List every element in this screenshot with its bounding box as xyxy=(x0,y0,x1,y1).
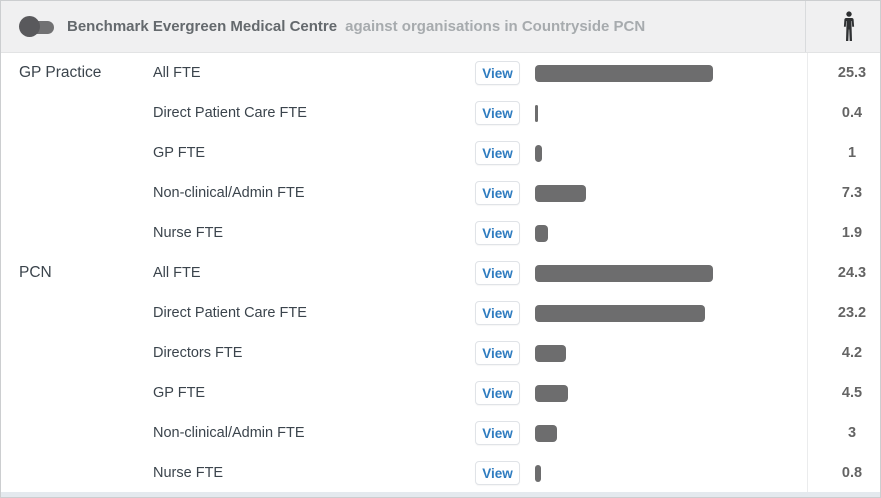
view-button[interactable]: View xyxy=(475,381,520,405)
metric-label: All FTE xyxy=(153,265,201,281)
metric-bar xyxy=(535,344,566,362)
metric-value: 25.3 xyxy=(807,53,880,93)
metric-value: 1 xyxy=(807,133,880,173)
metric-value: 23.2 xyxy=(807,293,880,333)
value-column-header xyxy=(805,1,880,52)
metric-bar xyxy=(535,384,568,402)
metric-value: 24.3 xyxy=(807,253,880,293)
horizontal-scrollbar[interactable] xyxy=(1,492,880,497)
view-button[interactable]: View xyxy=(475,301,520,325)
table-row: Nurse FTE View 1.9 xyxy=(1,213,880,253)
view-button[interactable]: View xyxy=(475,421,520,445)
metric-label: Directors FTE xyxy=(153,345,243,361)
view-button[interactable]: View xyxy=(475,461,520,485)
bar-cell xyxy=(535,304,807,322)
metric-label: GP FTE xyxy=(153,385,206,401)
metric-label: Nurse FTE xyxy=(153,225,224,241)
view-button[interactable]: View xyxy=(475,261,520,285)
group-label: PCN xyxy=(19,264,52,281)
panel-header: Benchmark Evergreen Medical Centre again… xyxy=(1,1,880,53)
table-row: Non-clinical/Admin FTE View 7.3 xyxy=(1,173,880,213)
metric-bar xyxy=(535,64,713,82)
view-button[interactable]: View xyxy=(475,141,520,165)
bar-cell xyxy=(535,224,807,242)
view-button[interactable]: View xyxy=(475,61,520,85)
metric-bar xyxy=(535,424,557,442)
table-row: GP Practice All FTE View 25.3 xyxy=(1,53,880,93)
metric-label: Direct Patient Care FTE xyxy=(153,105,307,121)
table-row: Direct Patient Care FTE View 0.4 xyxy=(1,93,880,133)
bar-cell xyxy=(535,64,807,82)
metric-value: 7.3 xyxy=(807,173,880,213)
bar-cell xyxy=(535,184,807,202)
metric-value: 4.5 xyxy=(807,373,880,413)
bar-cell xyxy=(535,104,807,122)
table-row: Nurse FTE View 0.8 xyxy=(1,453,880,493)
metric-bar xyxy=(535,104,538,122)
view-button[interactable]: View xyxy=(475,101,520,125)
table-row: Non-clinical/Admin FTE View 3 xyxy=(1,413,880,453)
metric-value: 4.2 xyxy=(807,333,880,373)
table-row: Direct Patient Care FTE View 23.2 xyxy=(1,293,880,333)
metric-value: 0.8 xyxy=(807,453,880,493)
metric-label: Non-clinical/Admin FTE xyxy=(153,425,305,441)
bar-cell xyxy=(535,464,807,482)
table-row: PCN All FTE View 24.3 xyxy=(1,253,880,293)
metric-label: Direct Patient Care FTE xyxy=(153,305,307,321)
metric-bar xyxy=(535,144,543,162)
metric-label: GP FTE xyxy=(153,145,206,161)
bar-cell xyxy=(535,144,807,162)
bar-cell xyxy=(535,384,807,402)
benchmark-toggle[interactable] xyxy=(19,15,54,38)
bar-cell xyxy=(535,424,807,442)
toggle-knob xyxy=(19,15,40,37)
table-row: GP FTE View 4.5 xyxy=(1,373,880,413)
metric-bar xyxy=(535,264,713,282)
metric-bar xyxy=(535,184,587,202)
metric-value: 1.9 xyxy=(807,213,880,253)
view-button[interactable]: View xyxy=(475,181,520,205)
group-label: GP Practice xyxy=(19,64,102,81)
metric-label: Non-clinical/Admin FTE xyxy=(153,185,305,201)
metric-value: 3 xyxy=(807,413,880,453)
table-row: Directors FTE View 4.2 xyxy=(1,333,880,373)
metric-label: All FTE xyxy=(153,65,201,81)
header-subtitle: against organisations in Countryside PCN xyxy=(345,18,646,35)
metric-bar xyxy=(535,464,541,482)
metric-bar xyxy=(535,224,549,242)
benchmark-table: GP Practice All FTE View 25.3 Direct Pat… xyxy=(1,53,880,493)
view-button[interactable]: View xyxy=(475,221,520,245)
bar-cell xyxy=(535,344,807,362)
metric-label: Nurse FTE xyxy=(153,465,224,481)
table-row: GP FTE View 1 xyxy=(1,133,880,173)
view-button[interactable]: View xyxy=(475,341,520,365)
bar-cell xyxy=(535,264,807,282)
header-title: Benchmark Evergreen Medical Centre xyxy=(67,18,338,35)
header-left: Benchmark Evergreen Medical Centre again… xyxy=(1,1,805,52)
metric-bar xyxy=(535,304,705,322)
person-icon xyxy=(843,10,855,41)
metric-value: 0.4 xyxy=(807,93,880,133)
